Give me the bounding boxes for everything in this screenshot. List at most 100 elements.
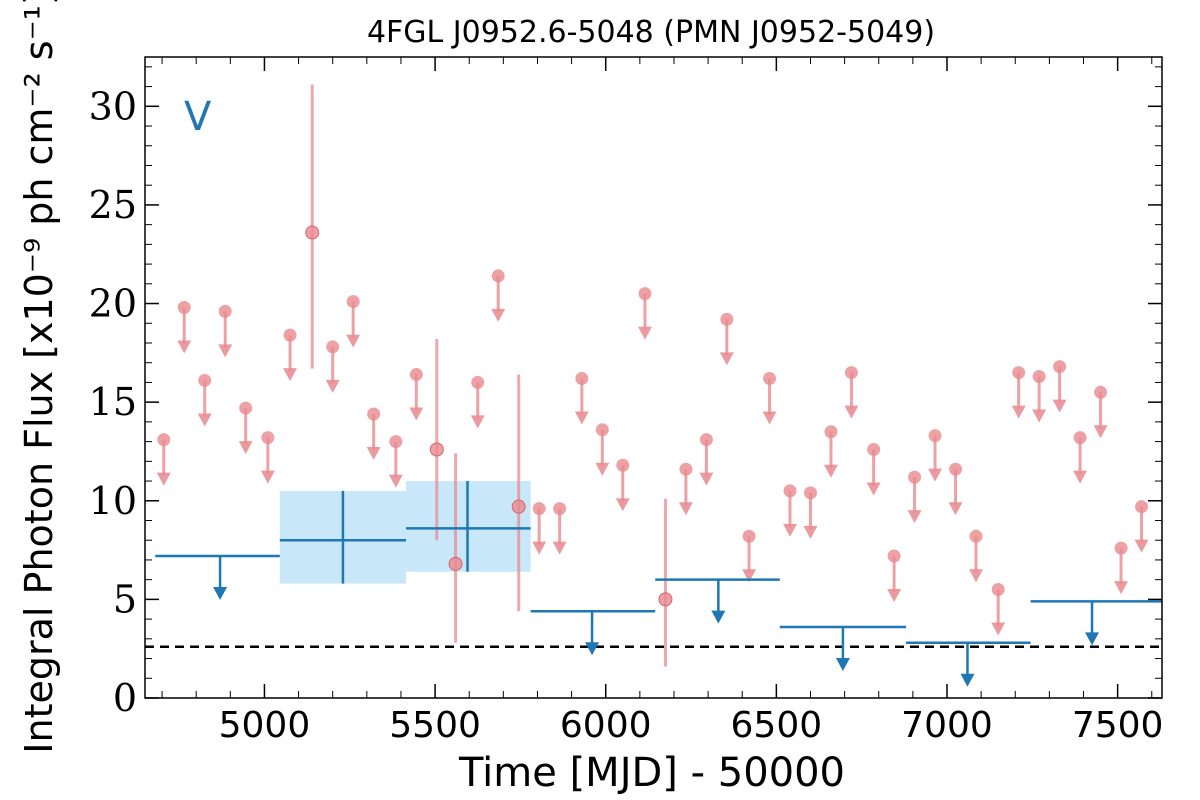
short-bin-upper-limit-point	[969, 529, 983, 543]
short-bin-upper-limit-arrow	[1073, 470, 1088, 484]
short-bin-upper-limit-point	[532, 502, 546, 516]
short-bin-upper-limit-point	[887, 549, 901, 563]
short-bin-upper-limit-point	[616, 458, 630, 472]
short-bin-upper-limit-arrow	[595, 462, 610, 476]
short-bin-upper-limit-point	[679, 462, 693, 476]
short-bin-point	[429, 442, 444, 457]
short-bin-upper-limit-arrow	[1032, 409, 1047, 423]
long-bin-upper-limit-arrow	[585, 642, 600, 656]
short-bin-upper-limit-arrow	[844, 405, 859, 419]
short-bin-upper-limit-point	[595, 423, 609, 437]
short-bin-upper-limit-point	[1053, 360, 1067, 374]
short-bin-upper-limit-point	[283, 328, 297, 342]
short-bin-upper-limit-point	[409, 368, 423, 382]
long-bin-upper-limit-arrow	[1085, 632, 1100, 646]
short-bin-upper-limit-point	[867, 442, 881, 456]
short-bin-upper-limit-arrow	[491, 308, 506, 322]
short-bin-upper-limit-arrow	[699, 472, 714, 486]
short-bin-upper-limit-arrow	[742, 569, 757, 583]
short-bin-upper-limit-point	[1114, 541, 1128, 555]
short-bin-upper-limit-arrow	[783, 523, 798, 537]
short-bin-upper-limit-arrow	[177, 340, 192, 354]
short-bin-upper-limit-point	[1094, 385, 1108, 399]
short-bin-upper-limit-point	[177, 300, 191, 314]
y-tick-label: 25	[89, 183, 137, 227]
short-bin-upper-limit-arrow	[1114, 581, 1129, 595]
short-bin-upper-limit-arrow	[346, 334, 361, 348]
short-bin-upper-limit-arrow	[803, 525, 818, 539]
panel-label: V	[184, 94, 212, 140]
short-bin-point	[305, 225, 320, 240]
chart-title: 4FGL J0952.6-5048 (PMN J0952-5049)	[367, 15, 935, 50]
short-bin-upper-limit-arrow	[283, 368, 298, 382]
short-bin-upper-limit-arrow	[762, 411, 777, 425]
short-bin-upper-limit-arrow	[615, 498, 630, 512]
long-bin-upper-limit-arrow	[213, 586, 228, 600]
short-bin-upper-limit-arrow	[907, 510, 922, 524]
short-bin-upper-limit-arrow	[1011, 405, 1026, 419]
short-bin-upper-limit-point	[699, 433, 713, 447]
short-bin-upper-limit-arrow	[823, 464, 838, 478]
short-bin-upper-limit-arrow	[1134, 539, 1149, 553]
short-bin-upper-limit-point	[783, 484, 797, 498]
short-bin-upper-limit-point	[326, 340, 340, 354]
short-bin-upper-limit-point	[575, 371, 589, 385]
short-bin-upper-limit-point	[261, 431, 275, 445]
short-bin-upper-limit-arrow	[969, 569, 984, 583]
y-tick-label: 0	[113, 676, 137, 720]
y-tick-label: 5	[113, 577, 137, 621]
short-bin-upper-limit-point	[239, 401, 253, 415]
short-bin-upper-limit-arrow	[532, 541, 547, 555]
plot-area	[145, 84, 1162, 687]
long-bin-upper-limit-arrow	[960, 673, 975, 687]
short-bin-upper-limit-arrow	[948, 502, 963, 516]
x-tick-label: 5000	[219, 705, 311, 746]
short-bin-upper-limit-point	[157, 433, 171, 447]
long-bin-upper-limit-arrow	[711, 610, 726, 624]
short-bin-upper-limit-arrow	[388, 474, 403, 488]
short-bin-upper-limit-point	[1073, 431, 1087, 445]
short-bin-upper-limit-point	[346, 295, 360, 309]
x-tick-label: 7500	[1072, 705, 1164, 746]
short-bin-upper-limit-point	[1012, 366, 1026, 380]
short-bin-upper-limit-arrow	[470, 415, 485, 429]
short-bin-upper-limit-arrow	[218, 344, 233, 358]
y-axis-label: Integral Photon Flux [x10⁻⁹ ph cm⁻² s⁻¹]	[17, 0, 61, 754]
short-bin-upper-limit-point	[389, 435, 403, 449]
short-bin-upper-limit-point	[803, 486, 817, 500]
x-tick-label: 7000	[901, 705, 993, 746]
short-bin-upper-limit-point	[1032, 370, 1046, 384]
short-bin-upper-limit-arrow	[637, 326, 652, 340]
short-bin-upper-limit-arrow	[552, 541, 567, 555]
short-bin-upper-limit-point	[908, 470, 922, 484]
short-bin-upper-limit-point	[218, 304, 232, 318]
short-bin-upper-limit-point	[991, 583, 1005, 597]
x-tick-label: 6000	[560, 705, 652, 746]
short-bin-upper-limit-point	[198, 373, 212, 387]
short-bin-upper-limit-arrow	[325, 379, 340, 393]
y-tick-label: 15	[89, 380, 137, 424]
short-bin-upper-limit-point	[638, 287, 652, 301]
short-bin-upper-limit-arrow	[991, 622, 1006, 636]
y-tick-label: 20	[89, 282, 137, 326]
short-bin-upper-limit-point	[949, 462, 963, 476]
short-bin-upper-limit-arrow	[260, 470, 275, 484]
short-bin-point	[658, 592, 673, 607]
short-bin-upper-limit-point	[720, 312, 734, 326]
short-bin-upper-limit-arrow	[887, 588, 902, 602]
plot-frame	[144, 56, 1163, 699]
short-bin-upper-limit-point	[367, 407, 381, 421]
short-bin-upper-limit-arrow	[678, 502, 693, 516]
y-tick-label: 30	[89, 84, 137, 128]
short-bin-upper-limit-arrow	[928, 468, 943, 482]
short-bin-upper-limit-point	[763, 371, 777, 385]
x-tick-label: 6500	[731, 705, 823, 746]
short-bin-upper-limit-arrow	[866, 482, 881, 496]
x-axis-label: Time [MJD] - 50000	[458, 750, 845, 796]
x-tick-label: 5500	[389, 705, 481, 746]
short-bin-point	[448, 556, 463, 571]
short-bin-upper-limit-arrow	[197, 413, 212, 427]
y-tick-label: 10	[89, 479, 137, 523]
short-bin-upper-limit-point	[1135, 500, 1149, 514]
